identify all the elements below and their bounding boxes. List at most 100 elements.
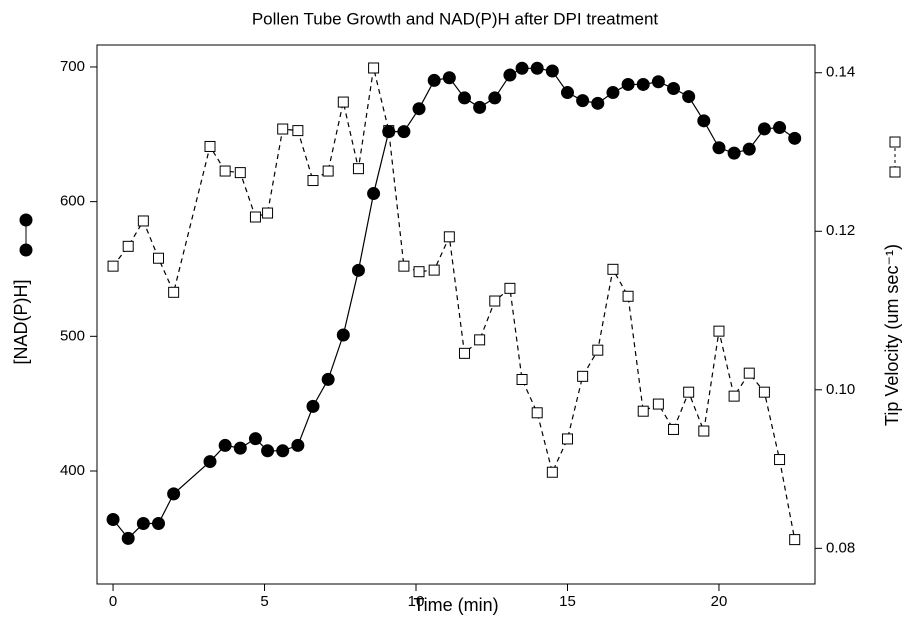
data-point: [306, 399, 320, 413]
data-point: [443, 231, 455, 243]
data-point: [621, 77, 635, 91]
data-point: [367, 187, 381, 201]
data-point: [561, 433, 573, 445]
data-point: [412, 102, 426, 116]
data-point: [442, 71, 456, 85]
data-point: [773, 121, 787, 135]
data-point: [152, 252, 164, 264]
data-point: [351, 263, 365, 277]
data-point: [352, 163, 364, 175]
data-point: [397, 125, 411, 139]
data-point: [137, 215, 149, 227]
legend-marker: [889, 166, 901, 178]
legend-marker: [19, 243, 33, 257]
data-point: [667, 82, 681, 96]
data-point: [622, 290, 634, 302]
data-point: [607, 263, 619, 275]
data-point: [473, 100, 487, 114]
data-point: [606, 86, 620, 100]
y2-tick-label: 0.14: [826, 64, 855, 81]
data-point: [121, 531, 135, 545]
data-point: [382, 125, 396, 139]
x-tick-label: 10: [408, 593, 425, 610]
data-point: [668, 423, 680, 435]
data-point: [413, 266, 425, 278]
legend-marker: [19, 213, 33, 227]
plot-frame: [96, 44, 816, 585]
data-point: [683, 386, 695, 398]
data-point: [545, 64, 559, 78]
data-point: [457, 91, 471, 105]
data-point: [458, 347, 470, 359]
data-point: [136, 517, 150, 531]
data-point: [560, 86, 574, 100]
data-point: [368, 62, 380, 74]
x-tick-label: 15: [559, 593, 576, 610]
data-point: [489, 295, 501, 307]
data-point: [591, 96, 605, 110]
data-point: [576, 94, 590, 108]
y2-tick-label: 0.08: [826, 539, 855, 556]
data-point: [743, 367, 755, 379]
y2-tick-label: 0.10: [826, 381, 855, 398]
series-line: [112, 67, 796, 540]
data-point: [488, 91, 502, 105]
data-point: [428, 264, 440, 276]
data-point: [218, 438, 232, 452]
data-point: [337, 96, 349, 108]
data-point: [530, 61, 544, 75]
data-point: [474, 334, 486, 346]
data-point: [277, 123, 289, 135]
data-point: [504, 282, 516, 294]
data-point: [637, 405, 649, 417]
x-axis-label: Time (min): [413, 595, 498, 615]
y-tick-label: 400: [60, 462, 85, 479]
data-point: [219, 165, 231, 177]
data-point: [248, 432, 262, 446]
data-point: [788, 131, 802, 145]
y-tick-label: 500: [60, 327, 85, 344]
data-point: [427, 73, 441, 87]
data-point: [757, 122, 771, 136]
data-point: [636, 77, 650, 91]
legend-marker: [889, 136, 901, 148]
data-point: [261, 444, 275, 458]
data-point: [321, 372, 335, 386]
data-point: [262, 207, 274, 219]
y2-axis-label: Tip Velocity (um sec⁻¹): [882, 244, 902, 426]
data-point: [203, 455, 217, 469]
data-point: [712, 141, 726, 155]
data-point: [167, 487, 181, 501]
data-point: [531, 407, 543, 419]
data-point: [151, 517, 165, 531]
data-point: [651, 75, 665, 89]
data-point: [107, 260, 119, 272]
data-point: [204, 140, 216, 152]
data-point: [698, 425, 710, 437]
y-axis-label: [NAD(P)H]: [11, 280, 31, 365]
data-point: [697, 114, 711, 128]
data-point: [592, 344, 604, 356]
data-point: [742, 142, 756, 156]
data-point: [577, 370, 589, 382]
data-point: [758, 386, 770, 398]
x-tick-label: 5: [260, 593, 268, 610]
data-point: [652, 398, 664, 410]
y-tick-label: 600: [60, 193, 85, 210]
data-point: [546, 466, 558, 478]
data-point: [789, 534, 801, 546]
data-point: [106, 512, 120, 526]
data-point: [292, 125, 304, 137]
data-point: [122, 240, 134, 252]
x-tick-label: 0: [109, 593, 117, 610]
data-point: [276, 444, 290, 458]
data-point: [503, 68, 517, 82]
data-point: [336, 328, 350, 342]
data-point: [168, 286, 180, 298]
data-point: [515, 61, 529, 75]
y-tick-label: 700: [60, 58, 85, 75]
data-point: [774, 454, 786, 466]
data-point: [728, 390, 740, 402]
data-point: [322, 165, 334, 177]
